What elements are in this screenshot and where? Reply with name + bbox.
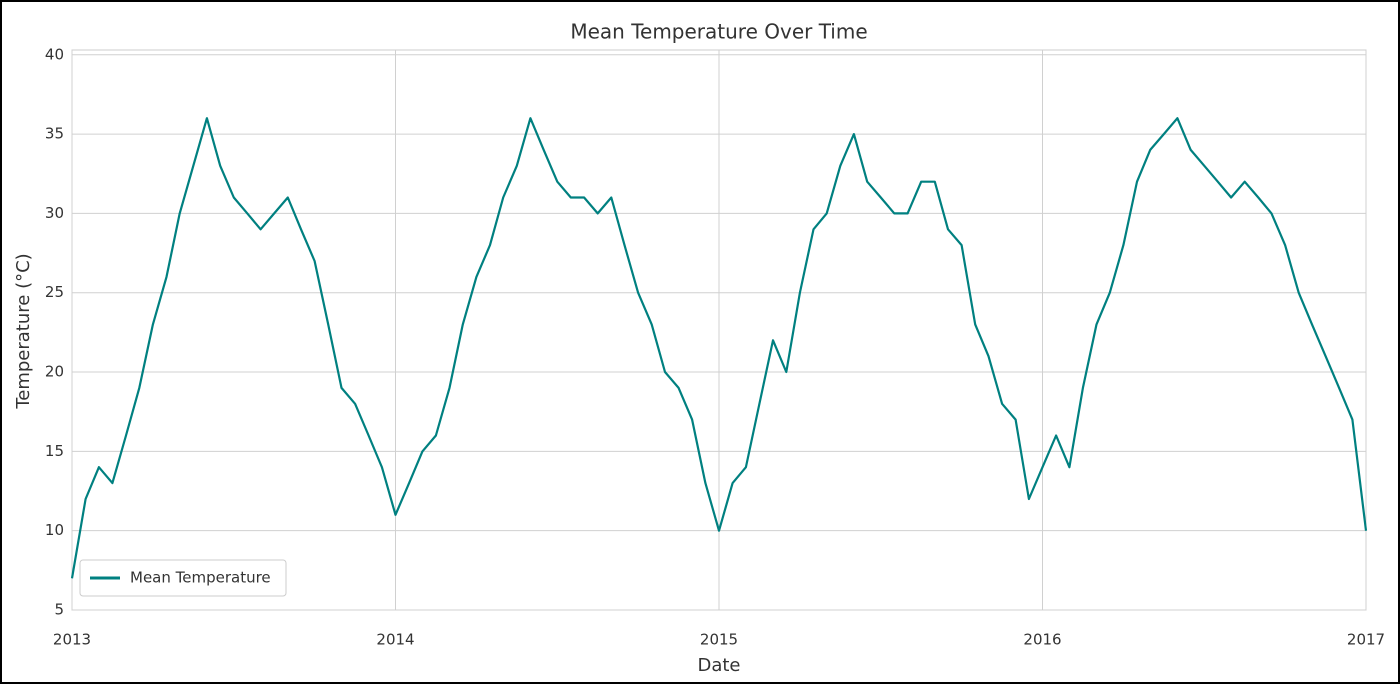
y-tick-label: 10 bbox=[45, 521, 64, 539]
x-tick-label: 2016 bbox=[1023, 631, 1061, 649]
y-tick-label: 35 bbox=[45, 125, 64, 143]
legend-label: Mean Temperature bbox=[130, 569, 271, 587]
x-tick-label: 2017 bbox=[1347, 631, 1385, 649]
data-line bbox=[70, 117, 1368, 579]
y-tick-label: 15 bbox=[45, 442, 64, 460]
x-tick-label: 2015 bbox=[700, 631, 738, 649]
y-tick-label: 30 bbox=[45, 204, 64, 222]
legend-box bbox=[79, 559, 287, 597]
y-tick-label: 5 bbox=[54, 601, 64, 619]
y-tick-label: 40 bbox=[45, 45, 64, 63]
chart-title: Mean Temperature Over Time bbox=[570, 20, 867, 44]
x-axis-label: Date bbox=[697, 655, 740, 676]
x-tick-label: 2013 bbox=[53, 631, 91, 649]
y-axis-label: Temperature (°C) bbox=[13, 253, 34, 409]
y-tick-label: 25 bbox=[45, 283, 64, 301]
y-tick-label: 20 bbox=[45, 363, 64, 381]
x-tick-label: 2014 bbox=[376, 631, 414, 649]
